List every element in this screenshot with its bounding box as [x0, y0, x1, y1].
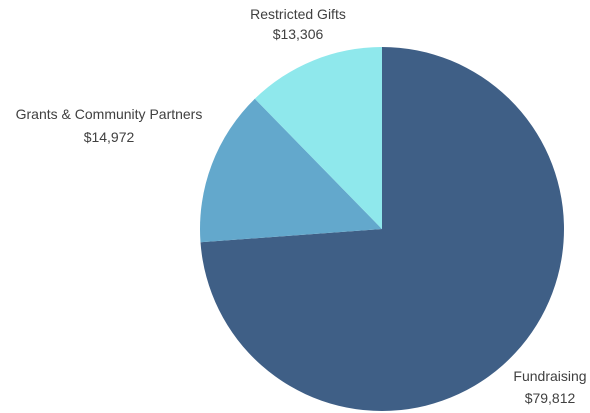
label-restricted-gifts: Restricted Gifts: [250, 6, 346, 22]
pie-slice-fundraising: [200, 47, 564, 411]
pie-slices: [200, 47, 564, 411]
value-grants-community-partners: $14,972: [84, 129, 135, 145]
value-restricted-gifts: $13,306: [273, 26, 324, 42]
pie-slice-restricted-gifts: [254, 47, 382, 229]
label-grants-community-partners: Grants & Community Partners: [16, 106, 203, 122]
pie-slice-grants-community-partners: [200, 98, 382, 243]
value-fundraising: $79,812: [525, 390, 576, 406]
label-fundraising: Fundraising: [513, 368, 586, 384]
